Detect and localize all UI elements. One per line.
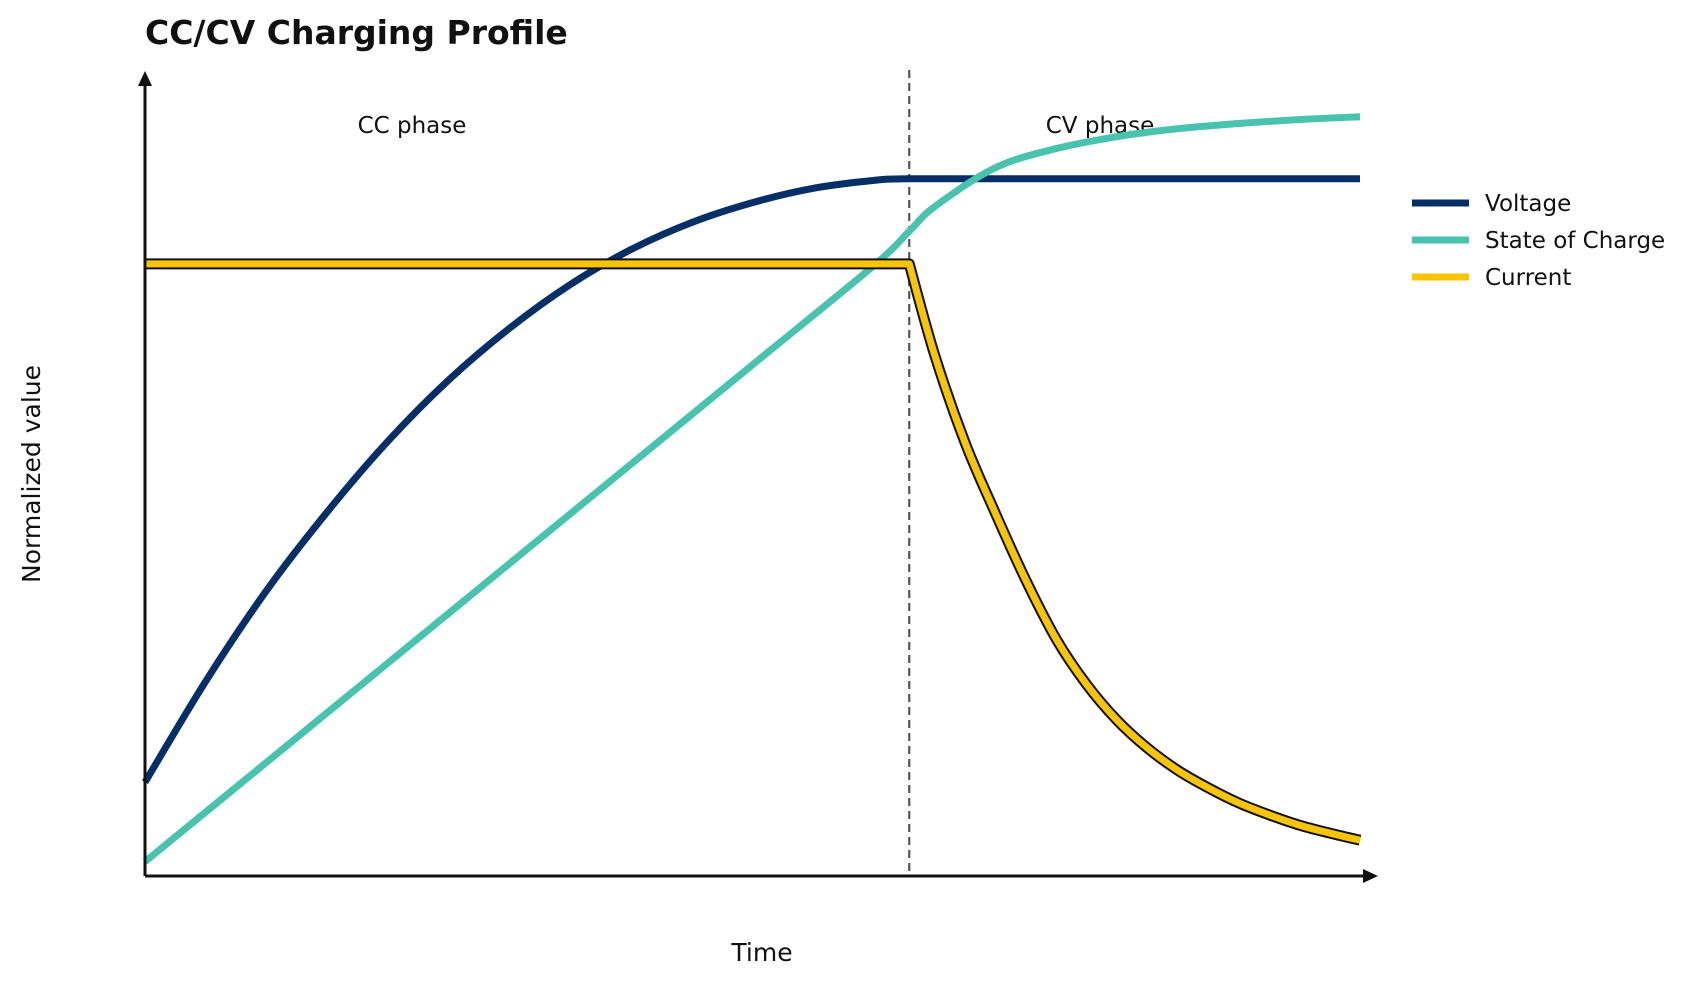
x-axis bbox=[145, 869, 1378, 883]
plot-area: CC phase CV phase bbox=[138, 70, 1378, 883]
legend-item-state-of-charge: State of Charge bbox=[1412, 228, 1665, 254]
series-line-current bbox=[145, 260, 1361, 844]
legend-label-voltage: Voltage bbox=[1485, 191, 1571, 217]
y-axis-arrow-icon bbox=[138, 71, 152, 86]
chart-title: CC/CV Charging Profile bbox=[145, 13, 568, 52]
x-axis-label: Time bbox=[730, 938, 792, 967]
series-line-voltage bbox=[142, 175, 1360, 784]
legend-item-current: Current bbox=[1412, 265, 1571, 291]
cc-phase-label: CC phase bbox=[358, 113, 467, 139]
series-line-current-outline bbox=[145, 258, 1362, 846]
legend: Voltage State of Charge Current bbox=[1412, 191, 1665, 291]
legend-label-state-of-charge: State of Charge bbox=[1485, 228, 1665, 254]
x-axis-arrow-icon bbox=[1363, 869, 1378, 883]
series-line-state-of-charge bbox=[142, 113, 1361, 865]
y-axis-label: Normalized value bbox=[17, 365, 46, 583]
legend-label-current: Current bbox=[1485, 265, 1571, 291]
legend-item-voltage: Voltage bbox=[1412, 191, 1571, 217]
series-layer bbox=[142, 113, 1362, 865]
y-axis bbox=[138, 71, 152, 876]
